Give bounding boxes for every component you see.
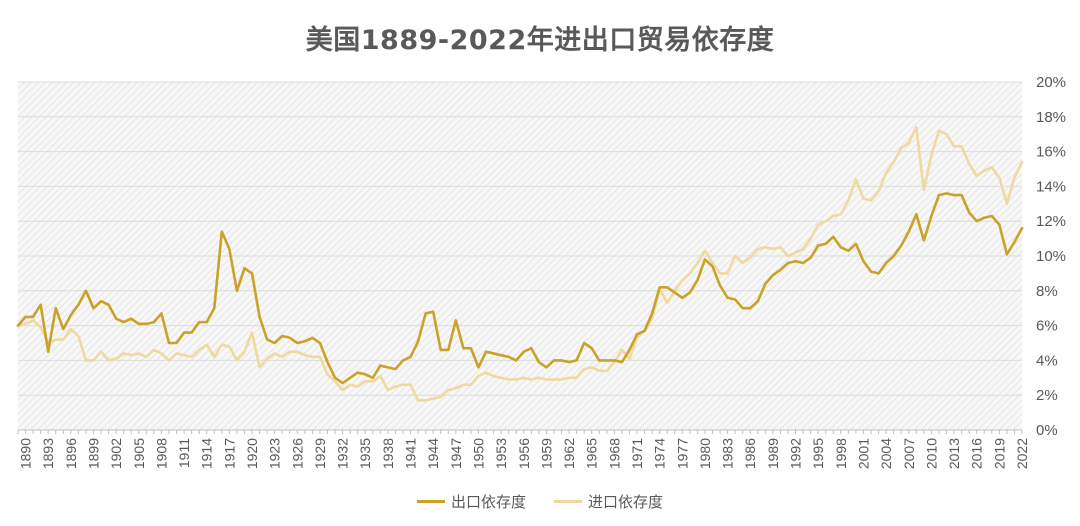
series-line-exports — [16, 192, 1024, 385]
x-tick-label: 1923 — [267, 438, 283, 469]
x-tick-label: 1989 — [765, 438, 781, 469]
x-tick-label: 1893 — [40, 438, 56, 469]
y-tick-label: 16% — [1036, 144, 1066, 161]
x-tick-label: 1965 — [584, 438, 600, 469]
x-tick-label: 1971 — [629, 438, 645, 469]
x-tick-label: 2013 — [946, 438, 962, 469]
x-tick-label: 1974 — [652, 438, 668, 469]
x-tick-label: 2010 — [923, 438, 939, 469]
x-tick-label: 1932 — [335, 438, 351, 469]
x-tick-label: 2022 — [1014, 438, 1030, 469]
y-tick-label: 0% — [1036, 422, 1058, 439]
y-tick-label: 4% — [1036, 352, 1058, 369]
x-tick-label: 1995 — [810, 438, 826, 469]
x-tick-label: 1953 — [493, 438, 509, 469]
legend-item-imports: 进口依存度 — [554, 491, 663, 512]
x-tick-label: 2016 — [969, 438, 985, 469]
x-tick-label: 1986 — [742, 438, 758, 469]
x-tick-label: 1917 — [221, 438, 237, 469]
x-tick-label: 1977 — [674, 438, 690, 469]
x-tick-label: 2004 — [878, 438, 894, 469]
legend-item-exports: 出口依存度 — [416, 491, 526, 512]
x-tick-label: 1911 — [176, 438, 192, 468]
x-tick-label: 1959 — [538, 438, 554, 469]
x-tick-label: 1920 — [244, 438, 260, 469]
x-tick-label: 2019 — [991, 438, 1007, 469]
x-tick-label: 1947 — [448, 438, 464, 469]
x-tick-label: 1956 — [516, 438, 532, 469]
chart-title: 美国1889-2022年进出口贸易依存度 — [305, 25, 775, 56]
legend-swatch-imports — [554, 500, 582, 503]
y-tick-label: 8% — [1036, 283, 1058, 300]
legend-label-exports: 出口依存度 — [450, 493, 526, 511]
x-tick-label: 1944 — [425, 438, 441, 469]
y-tick-label: 10% — [1036, 248, 1066, 265]
x-tick-label: 2007 — [901, 438, 917, 469]
legend-swatch-exports — [416, 500, 445, 503]
x-tick-label: 1998 — [833, 438, 849, 469]
x-tick-label: 1914 — [199, 438, 215, 469]
x-tick-label: 1929 — [312, 438, 328, 469]
x-tick-label: 1992 — [788, 438, 804, 469]
y-tick-label: 18% — [1036, 109, 1066, 126]
x-tick-label: 1962 — [561, 438, 577, 469]
x-tick-label: 1950 — [470, 438, 486, 469]
x-tick-label: 2001 — [855, 438, 871, 469]
y-tick-label: 6% — [1036, 318, 1058, 335]
y-tick-label: 20% — [1036, 74, 1066, 91]
x-tick-label: 1902 — [108, 438, 124, 469]
y-tick-label: 14% — [1036, 178, 1066, 195]
y-tick-label: 2% — [1036, 387, 1058, 404]
x-tick-label: 1941 — [403, 438, 419, 469]
series-line-imports — [16, 125, 1024, 402]
legend-label-imports: 进口依存度 — [588, 493, 664, 511]
legend: 出口依存度 进口依存度 — [0, 491, 1080, 512]
x-tick-label: 1938 — [380, 438, 396, 469]
x-tick-label: 1935 — [357, 438, 373, 469]
y-tick-label: 12% — [1036, 213, 1066, 230]
x-tick-label: 1983 — [720, 438, 736, 469]
x-tick-label: 1905 — [131, 438, 147, 469]
x-tick-label: 1968 — [606, 438, 622, 469]
x-tick-label: 1899 — [85, 438, 101, 469]
x-tick-label: 1980 — [697, 438, 713, 469]
x-tick-label: 1926 — [289, 438, 305, 469]
x-tick-label: 1896 — [63, 438, 79, 469]
x-tick-label: 1890 — [18, 438, 34, 469]
x-tick-label: 1908 — [153, 438, 169, 469]
